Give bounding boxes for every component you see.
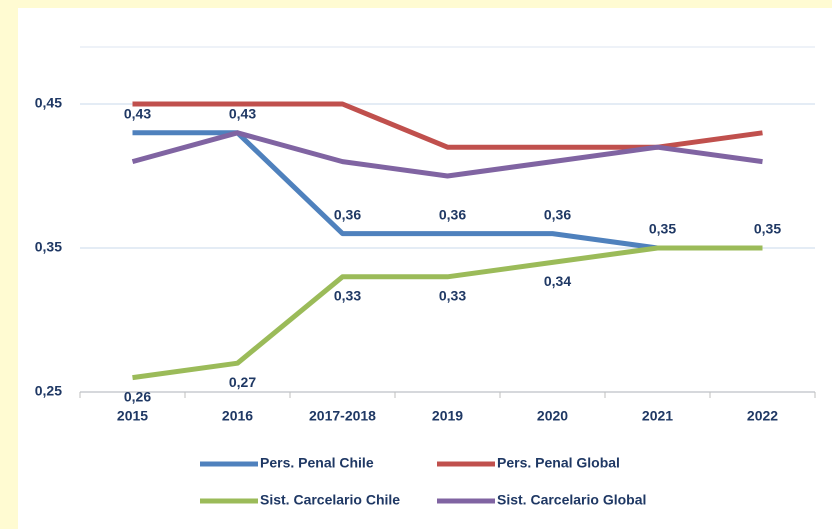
legend-label: Sist. Carcelario Chile: [260, 492, 400, 508]
legend-label: Pers. Penal Chile: [260, 455, 374, 471]
y-tick-label: 0,25: [35, 383, 62, 399]
data-label: 0,26: [124, 388, 151, 404]
x-tick-label: 2022: [747, 408, 778, 424]
data-label: 0,27: [229, 374, 256, 390]
data-label: 0,36: [544, 206, 571, 222]
data-label: 0,43: [124, 106, 151, 122]
legend-label: Pers. Penal Global: [497, 455, 620, 471]
data-label: 0,36: [334, 206, 361, 222]
data-label: 0,36: [439, 206, 466, 222]
data-label: 0,35: [754, 221, 781, 237]
legend-label: Sist. Carcelario Global: [497, 492, 646, 508]
series-line: [132, 245, 763, 381]
data-label: 0,34: [544, 273, 571, 289]
x-tick-label: 2020: [537, 408, 568, 424]
data-label: 0,33: [334, 288, 361, 304]
data-label: 0,33: [439, 288, 466, 304]
x-tick-label: 2019: [432, 408, 463, 424]
chart-area: [18, 8, 832, 529]
y-tick-label: 0,45: [35, 95, 62, 111]
x-tick-label: 2021: [642, 408, 673, 424]
x-tick-label: 2016: [222, 408, 253, 424]
series-line: [131, 130, 763, 179]
x-tick-label: 2017-2018: [309, 408, 376, 424]
x-tick-label: 2015: [117, 408, 148, 424]
y-tick-label: 0,35: [35, 239, 62, 255]
data-label: 0,43: [229, 106, 256, 122]
data-label: 0,35: [649, 221, 676, 237]
